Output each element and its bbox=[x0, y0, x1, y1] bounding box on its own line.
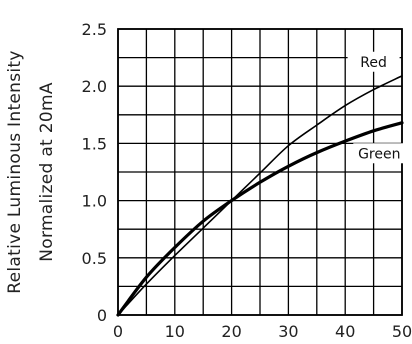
series-line-green bbox=[116, 121, 404, 317]
x-tick-label: 30 bbox=[278, 322, 298, 341]
chart-series bbox=[116, 75, 404, 317]
y-tick-label: 1.0 bbox=[82, 192, 107, 211]
series-label-red: Red bbox=[360, 55, 387, 71]
y-tick-label: 2.5 bbox=[82, 20, 107, 39]
series-label-green: Green bbox=[358, 146, 400, 162]
x-tick-label: 0 bbox=[113, 322, 123, 341]
y-tick-label: 2.0 bbox=[82, 77, 107, 96]
series-label-background bbox=[347, 51, 400, 72]
y-axis-label-line-2: Normalized at 20mA bbox=[37, 82, 57, 262]
y-tick-label: 0.5 bbox=[82, 249, 107, 268]
x-tick-label: 10 bbox=[165, 322, 185, 341]
chart-labels: Red Green bbox=[347, 51, 406, 164]
series-line-red bbox=[117, 75, 403, 316]
y-tick-label: 0 bbox=[97, 306, 107, 325]
x-tick-label: 20 bbox=[221, 322, 241, 341]
x-tick-label: 40 bbox=[335, 322, 355, 341]
series-label-background bbox=[353, 143, 406, 164]
y-tick-label: 1.5 bbox=[82, 134, 107, 153]
plot-frame bbox=[117, 28, 403, 316]
x-tick-label: 50 bbox=[392, 322, 412, 341]
chart-ticks: 0 10 20 30 40 50 0 0.5 1.0 1.5 2.0 2.5 bbox=[82, 20, 412, 341]
y-axis-label-line-1: Relative Luminous Intensity bbox=[5, 50, 25, 294]
